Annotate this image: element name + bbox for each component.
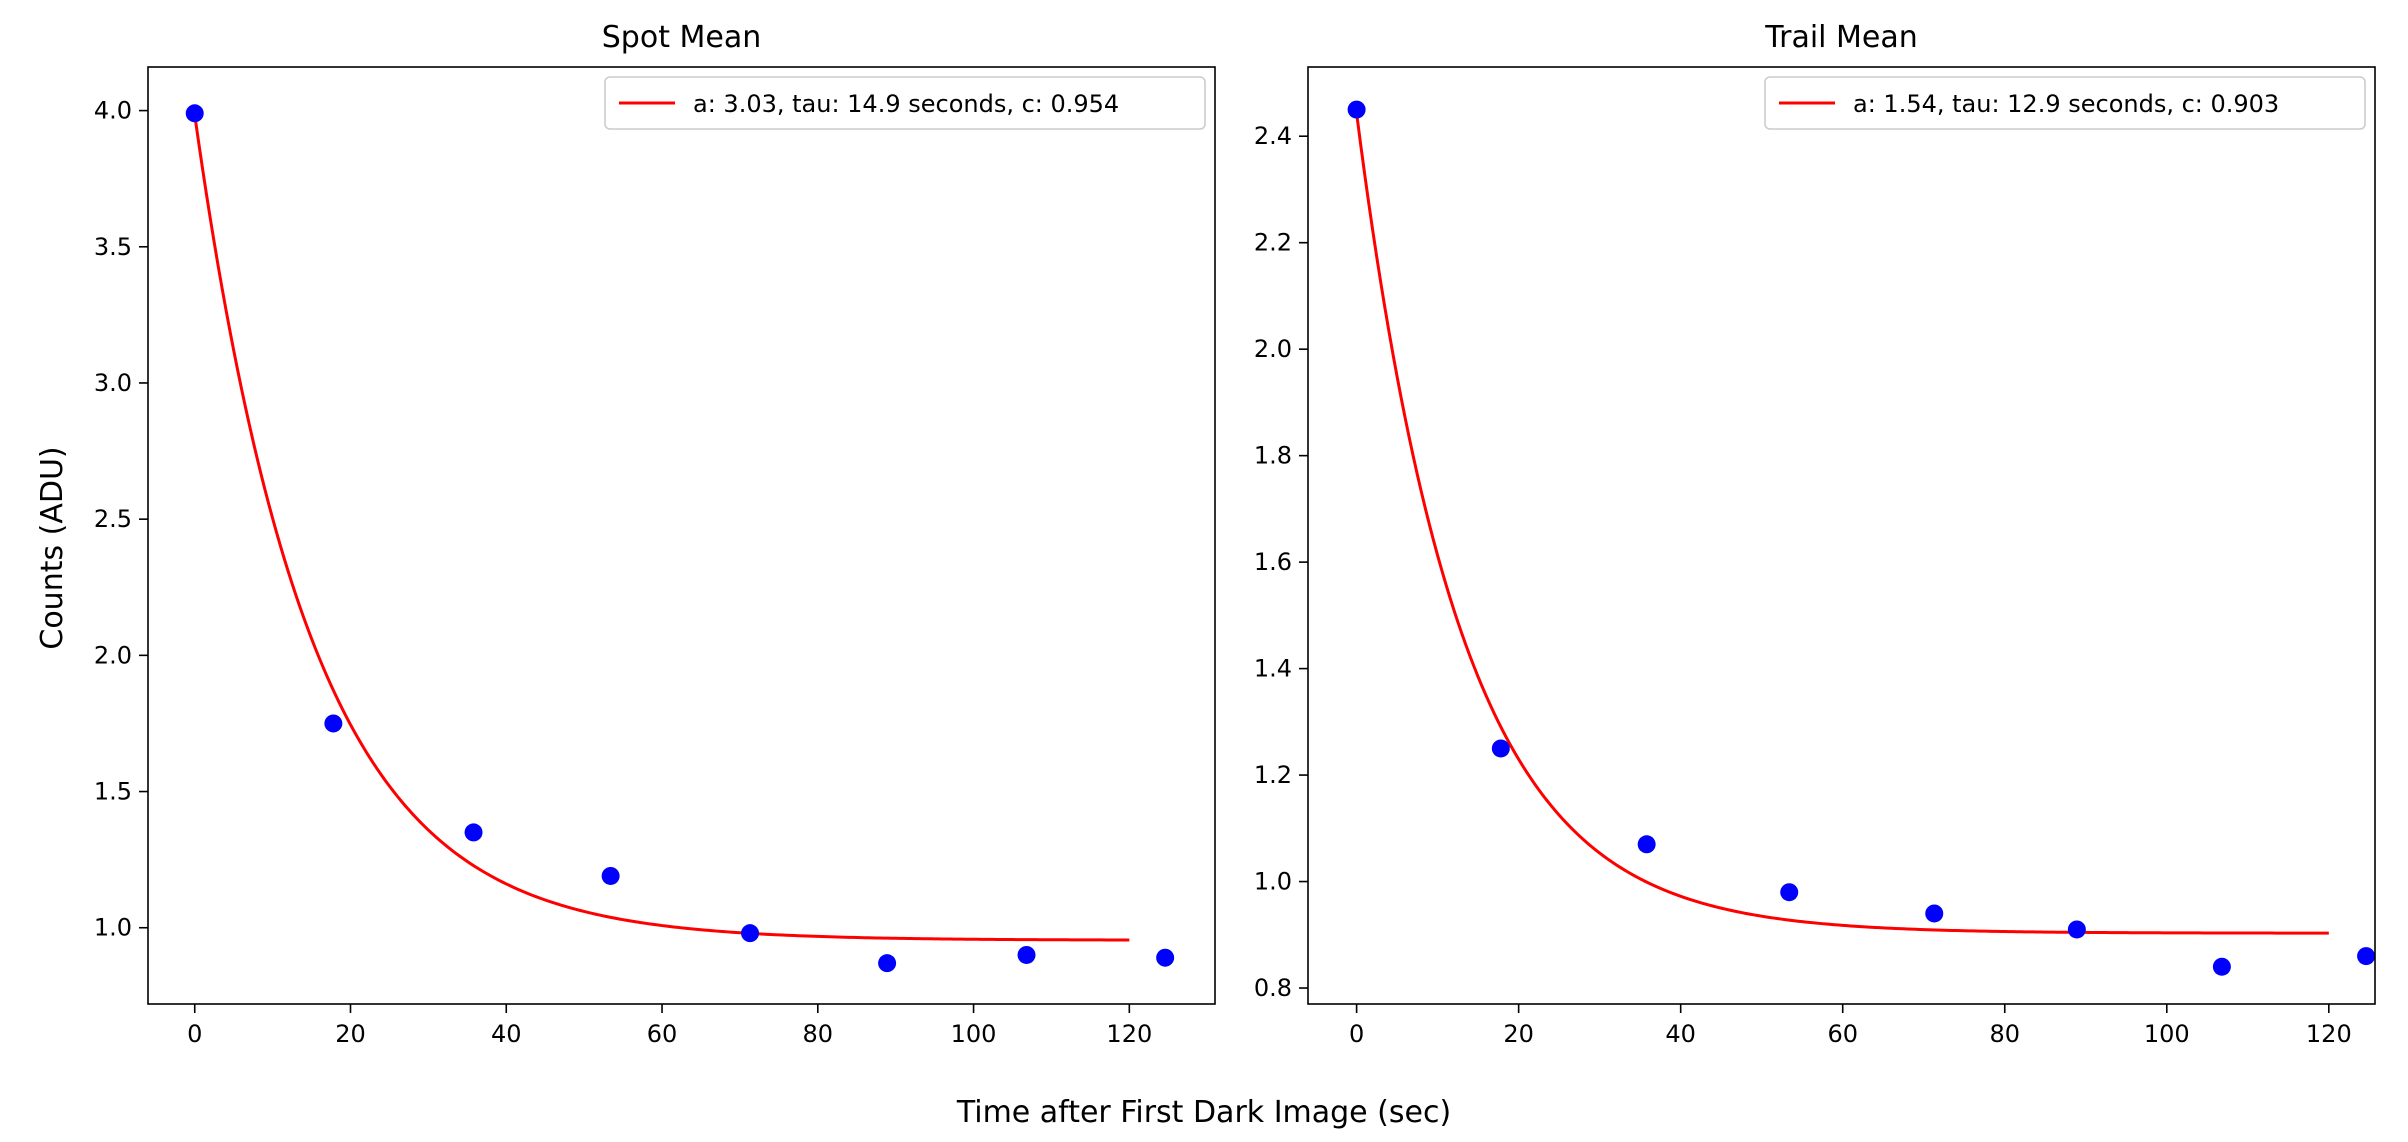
spot-mean-data-point xyxy=(324,714,343,733)
spot-mean-y-tick-label: 3.5 xyxy=(94,233,132,261)
trail-mean-data-point xyxy=(2212,957,2231,976)
spot-mean-data-point xyxy=(1156,948,1175,967)
trail-mean-title: Trail Mean xyxy=(1764,20,1918,55)
trail-mean-x-tick-label: 80 xyxy=(1989,1020,2020,1048)
trail-mean-y-tick-label: 1.6 xyxy=(1254,548,1292,576)
trail-mean-y-tick-label: 0.8 xyxy=(1254,974,1292,1002)
spot-mean-legend-label: a: 3.03, tau: 14.9 seconds, c: 0.954 xyxy=(693,90,1119,118)
spot-mean-x-tick-label: 20 xyxy=(335,1020,366,1048)
y-axis-label: Counts (ADU) xyxy=(35,446,70,649)
trail-mean-x-tick-label: 40 xyxy=(1665,1020,1696,1048)
trail-mean-fit-line xyxy=(1355,113,2329,935)
spot-mean-y-tick-label: 1.5 xyxy=(94,778,132,806)
trail-mean-x-tick-label: 20 xyxy=(1503,1020,1534,1048)
trail-mean-y-tick-label: 1.4 xyxy=(1254,655,1292,683)
spot-mean-fit-line xyxy=(193,114,1130,942)
spot-mean-title: Spot Mean xyxy=(602,20,761,55)
trail-mean-legend: a: 1.54, tau: 12.9 seconds, c: 0.903 xyxy=(1764,76,2366,130)
trail-mean-data-point xyxy=(1347,100,1366,119)
spot-mean-panel: Spot Mean 0 20 40 60 80 100 120 1.0 1.5 2.0 2.5 3.0 3… xyxy=(94,20,1216,1048)
trail-mean-data-point xyxy=(1925,904,1944,923)
trail-mean-x-tick-label: 60 xyxy=(1827,1020,1858,1048)
trail-mean-y-tick-label: 1.0 xyxy=(1254,868,1292,896)
spot-mean-x-tick-label: 120 xyxy=(1106,1020,1152,1048)
spot-mean-x-tick-label: 60 xyxy=(647,1020,678,1048)
spot-mean-y-tick-label: 2.5 xyxy=(94,505,132,533)
spot-mean-data-point xyxy=(601,866,620,885)
spot-mean-y-tick-label: 4.0 xyxy=(94,97,132,125)
trail-mean-x-tick-label: 0 xyxy=(1349,1020,1364,1048)
spot-mean-data-point xyxy=(741,924,760,943)
trail-mean-axes-frame xyxy=(1307,66,2376,1005)
trail-mean-data-point xyxy=(1491,739,1510,758)
spot-mean-x-tick-label: 0 xyxy=(187,1020,202,1048)
spot-mean-x-tick-label: 100 xyxy=(951,1020,997,1048)
trail-mean-panel: Trail Mean 0 20 40 60 80 100 120 0.8 1.0 1.2 1.4 1.6… xyxy=(1254,20,2376,1048)
spot-mean-x-tick-label: 40 xyxy=(491,1020,522,1048)
trail-mean-data-point xyxy=(2357,947,2376,966)
spot-mean-data-point xyxy=(878,954,897,973)
spot-mean-y-tick-label: 3.0 xyxy=(94,369,132,397)
spot-mean-y-tick-label: 2.0 xyxy=(94,641,132,669)
spot-mean-legend: a: 3.03, tau: 14.9 seconds, c: 0.954 xyxy=(604,76,1206,130)
x-axis-label: Time after First Dark Image (sec) xyxy=(956,1095,1451,1130)
trail-mean-x-tick-label: 120 xyxy=(2306,1020,2352,1048)
trail-mean-y-tick-label: 1.8 xyxy=(1254,442,1292,470)
trail-mean-x-tick-label: 100 xyxy=(2144,1020,2190,1048)
trail-mean-legend-label: a: 1.54, tau: 12.9 seconds, c: 0.903 xyxy=(1853,90,2279,118)
trail-mean-y-tick-label: 2.2 xyxy=(1254,229,1292,257)
spot-mean-data-point xyxy=(464,823,483,842)
trail-mean-data-point xyxy=(1637,835,1656,854)
spot-mean-data-point xyxy=(1017,945,1036,964)
trail-mean-data-point xyxy=(2067,920,2086,939)
spot-mean-x-tick-label: 80 xyxy=(803,1020,834,1048)
trail-mean-y-tick-label: 2.0 xyxy=(1254,335,1292,363)
spot-mean-axes-frame xyxy=(147,66,1216,1005)
spot-mean-legend-box xyxy=(604,76,1206,130)
spot-mean-y-tick-label: 1.0 xyxy=(94,914,132,942)
trail-mean-legend-box xyxy=(1764,76,2366,130)
trail-mean-y-tick-label: 2.4 xyxy=(1254,122,1292,150)
trail-mean-y-tick-label: 1.2 xyxy=(1254,761,1292,789)
trail-mean-data-point xyxy=(1780,883,1799,902)
spot-mean-data-point xyxy=(185,104,204,123)
